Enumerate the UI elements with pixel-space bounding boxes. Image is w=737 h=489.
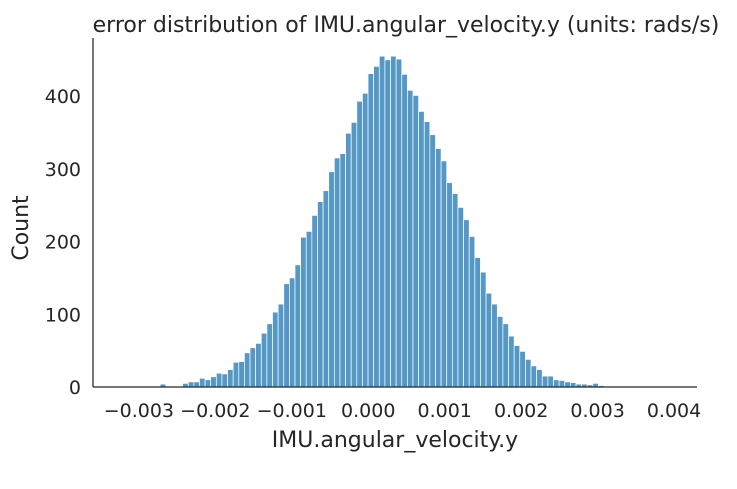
y-tick-label: 200 xyxy=(45,232,81,254)
histogram-bar xyxy=(418,111,425,388)
histogram-bar xyxy=(362,92,369,388)
histogram-bar xyxy=(221,373,228,388)
histogram-bar xyxy=(373,66,380,388)
x-tick-label: −0.002 xyxy=(180,400,250,422)
y-axis-ticks: 0 100 200 300 400 xyxy=(45,86,81,399)
y-tick-label: 400 xyxy=(45,86,81,108)
histogram-bar xyxy=(311,215,318,388)
histogram-bar xyxy=(384,59,391,388)
x-tick-label: −0.001 xyxy=(257,400,327,422)
histogram-bar xyxy=(463,219,470,388)
histogram-bar xyxy=(558,380,566,388)
histogram-bar xyxy=(305,231,313,388)
x-tick-label: 0.001 xyxy=(417,400,471,422)
histogram-bar xyxy=(199,377,206,388)
histogram-bar xyxy=(277,303,285,388)
histogram-bar xyxy=(502,323,509,388)
histogram-bar xyxy=(215,372,223,388)
histogram-bar xyxy=(519,351,526,388)
chart-title: error distribution of IMU.angular_veloci… xyxy=(93,13,720,38)
histogram-bar xyxy=(283,283,290,388)
histogram-bar xyxy=(317,201,324,388)
histogram-bar xyxy=(468,236,476,388)
histogram-bar xyxy=(508,335,515,388)
histogram-bar xyxy=(412,95,419,388)
histogram-bar xyxy=(440,160,448,388)
x-tick-label: 0.000 xyxy=(341,400,395,422)
histogram-bar xyxy=(328,171,335,388)
histogram-bar xyxy=(446,182,453,388)
histogram-bar xyxy=(187,381,195,388)
histogram-bar xyxy=(210,376,217,388)
y-tick-label: 300 xyxy=(45,159,81,181)
histogram-bar xyxy=(407,89,414,388)
histogram-bar xyxy=(232,361,240,388)
histogram-bar xyxy=(530,365,537,388)
histogram-bar xyxy=(244,352,251,388)
x-tick-label: 0.002 xyxy=(494,400,548,422)
histogram-bar xyxy=(395,58,403,388)
histogram-bar xyxy=(227,369,234,388)
histogram-bar xyxy=(300,236,307,388)
histogram-bar xyxy=(485,292,493,388)
histogram-bar xyxy=(322,190,330,388)
histogram-bar xyxy=(238,361,245,388)
histogram-bar xyxy=(423,121,431,388)
histogram-bar xyxy=(429,134,436,388)
histogram-bar xyxy=(451,193,459,388)
histogram-bar xyxy=(260,332,268,388)
histogram-bar xyxy=(350,121,358,388)
histogram-bar xyxy=(294,264,301,388)
histogram-bar xyxy=(513,345,521,388)
histogram-bar xyxy=(547,375,554,388)
histogram-bar xyxy=(474,257,481,388)
histogram-bar xyxy=(249,347,257,388)
histogram-bar xyxy=(255,343,262,388)
histogram-bar xyxy=(367,73,375,388)
histogram-bar xyxy=(564,381,571,388)
histogram-bar xyxy=(435,148,442,388)
histogram-bar xyxy=(569,382,577,388)
histogram-bar xyxy=(401,73,408,388)
histogram-bar xyxy=(496,316,504,388)
histogram-bar xyxy=(553,379,560,388)
histogram-bar xyxy=(356,100,363,388)
histogram-bar xyxy=(480,271,487,388)
histogram-bar xyxy=(204,379,212,388)
y-axis-label: Count xyxy=(9,195,34,261)
histogram-bar xyxy=(272,311,279,388)
histogram-bar xyxy=(333,157,341,388)
x-tick-label: 0.003 xyxy=(570,400,624,422)
histogram-bar xyxy=(378,55,386,388)
y-tick-label: 0 xyxy=(69,377,81,399)
histogram-bar xyxy=(491,303,498,388)
y-tick-label: 100 xyxy=(45,304,81,326)
histogram-bar xyxy=(289,277,296,388)
histogram-bar xyxy=(525,359,532,388)
x-axis-label: IMU.angular_velocity.y xyxy=(272,428,518,453)
histogram-bar xyxy=(345,132,352,388)
x-tick-label: 0.004 xyxy=(647,400,701,422)
histogram-bar xyxy=(457,207,464,388)
x-tick-label: −0.003 xyxy=(104,400,174,422)
histogram-bar xyxy=(390,55,397,388)
x-axis-ticks: −0.003 −0.002 −0.001 0.000 0.001 0.002 0.003 0.… xyxy=(104,400,702,422)
histogram-bar xyxy=(266,323,273,388)
histogram-bar xyxy=(541,375,549,388)
histogram-bars xyxy=(114,55,667,388)
histogram-bar xyxy=(193,381,200,388)
histogram-bar xyxy=(536,369,543,388)
histogram-bar xyxy=(339,153,346,388)
